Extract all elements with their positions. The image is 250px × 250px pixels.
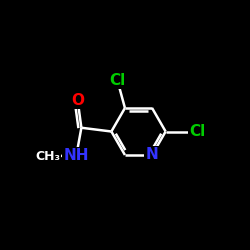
Text: Cl: Cl <box>109 73 126 88</box>
Text: NH: NH <box>64 148 89 163</box>
Text: CH₃: CH₃ <box>35 150 60 163</box>
Text: O: O <box>71 93 84 108</box>
Text: N: N <box>146 148 158 162</box>
Text: Cl: Cl <box>189 124 205 139</box>
